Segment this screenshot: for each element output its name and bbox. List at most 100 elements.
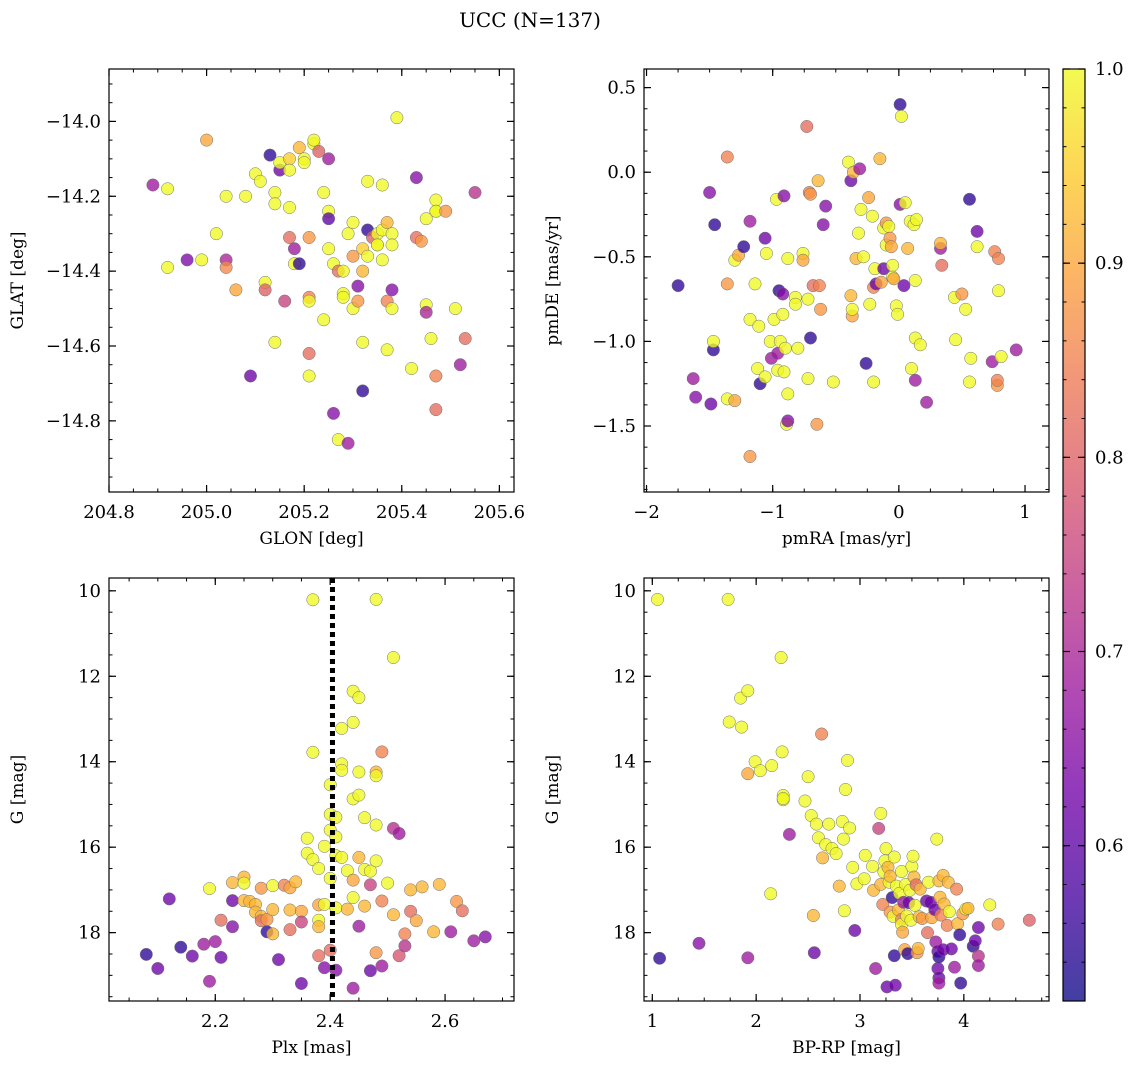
- data-point: [932, 976, 946, 990]
- x-tick-label: 205.0: [181, 502, 233, 523]
- data-point: [816, 851, 830, 865]
- data-point: [467, 934, 481, 948]
- data-point: [283, 231, 296, 244]
- data-point: [971, 921, 985, 934]
- data-point: [429, 403, 443, 417]
- points-glon-glat: [146, 111, 482, 450]
- data-point: [866, 859, 879, 873]
- data-point: [419, 305, 433, 319]
- data-point: [244, 369, 257, 383]
- y-axis-label: GLAT [deg]: [8, 231, 28, 329]
- data-point: [253, 174, 267, 188]
- data-point: [891, 307, 905, 321]
- data-point: [346, 216, 360, 229]
- data-point: [385, 283, 399, 297]
- data-point: [846, 860, 860, 874]
- data-point: [363, 878, 377, 892]
- data-point: [950, 882, 964, 896]
- data-point: [970, 224, 984, 238]
- data-point: [208, 935, 222, 949]
- data-point: [322, 152, 336, 166]
- data-point: [375, 894, 389, 908]
- data-point: [375, 253, 389, 267]
- data-point: [283, 903, 297, 917]
- data-point: [908, 898, 922, 912]
- data-point: [921, 926, 934, 940]
- data-point: [954, 976, 968, 990]
- data-point: [887, 850, 901, 864]
- data-point: [356, 264, 370, 278]
- data-point: [776, 307, 790, 321]
- data-point: [335, 850, 349, 864]
- points-pmra-pmde: [671, 98, 1023, 463]
- colorbar-tick-label: 1.0: [1095, 59, 1124, 80]
- data-point: [720, 277, 734, 291]
- data-point: [804, 331, 817, 345]
- data-point: [214, 950, 228, 964]
- data-point: [704, 397, 718, 411]
- data-point: [809, 817, 823, 831]
- x-tick-label: −2: [633, 502, 660, 523]
- points-bprp-g: [651, 592, 1036, 994]
- data-point: [781, 414, 795, 428]
- data-point: [415, 880, 429, 894]
- data-point: [294, 915, 308, 929]
- x-tick-label: 205.2: [278, 502, 330, 523]
- data-point: [737, 240, 751, 254]
- data-point: [429, 369, 443, 383]
- colorbar: 0.6 0.7 0.8 0.9 1.0: [1062, 59, 1124, 1002]
- data-point: [455, 904, 469, 918]
- data-point: [964, 351, 978, 365]
- y-axis-label: G [mag]: [543, 755, 563, 824]
- data-point: [302, 369, 316, 383]
- data-point: [832, 879, 846, 893]
- data-point: [352, 691, 366, 705]
- data-point: [392, 827, 406, 840]
- data-point: [894, 109, 908, 123]
- data-point: [139, 947, 153, 961]
- data-point: [300, 831, 314, 845]
- data-point: [335, 763, 349, 777]
- data-point: [283, 163, 296, 177]
- data-point: [439, 204, 453, 218]
- data-point: [341, 227, 355, 241]
- data-point: [302, 347, 316, 360]
- data-point: [327, 406, 340, 420]
- data-point: [390, 111, 404, 125]
- data-point: [458, 332, 472, 345]
- data-point: [358, 899, 372, 913]
- data-point: [728, 394, 742, 408]
- data-point: [859, 356, 873, 370]
- data-point: [811, 174, 825, 188]
- panel-plx-g: 2.2 2.4 2.6 10 12 14 16 18 Plx [mas] G [mag]: [8, 577, 515, 1058]
- x-tick-label: 2.2: [201, 1011, 230, 1032]
- data-point: [200, 133, 214, 147]
- data-point: [302, 231, 316, 244]
- data-point: [203, 882, 216, 896]
- data-point: [751, 362, 765, 375]
- data-point: [266, 903, 280, 917]
- data-point: [913, 338, 927, 352]
- data-point: [953, 928, 967, 942]
- data-point: [706, 334, 720, 348]
- data-point: [385, 238, 399, 252]
- colorbar-tick-label: 0.7: [1095, 642, 1124, 663]
- data-point: [883, 869, 897, 883]
- data-point: [905, 362, 918, 375]
- data-point: [686, 372, 700, 386]
- data-point: [322, 212, 336, 226]
- data-point: [692, 936, 706, 950]
- data-point: [865, 209, 879, 223]
- data-point: [151, 962, 165, 975]
- data-point: [209, 227, 223, 241]
- data-point: [317, 961, 331, 975]
- data-point: [791, 341, 805, 355]
- data-point: [429, 193, 443, 207]
- data-point: [848, 924, 862, 937]
- y-tick-label: 0.5: [607, 78, 636, 99]
- data-point: [990, 373, 1004, 387]
- data-point: [307, 133, 321, 147]
- data-point: [839, 783, 852, 796]
- y-tick-label: −0.5: [592, 247, 636, 268]
